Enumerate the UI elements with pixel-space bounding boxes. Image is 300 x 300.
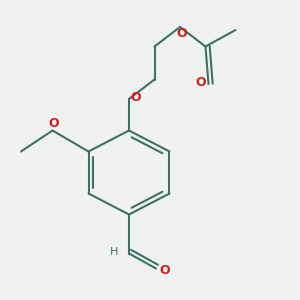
Text: O: O: [49, 117, 59, 130]
Text: O: O: [176, 27, 187, 40]
Text: O: O: [196, 76, 206, 89]
Text: O: O: [130, 91, 141, 104]
Text: H: H: [110, 247, 118, 257]
Text: O: O: [160, 263, 170, 277]
